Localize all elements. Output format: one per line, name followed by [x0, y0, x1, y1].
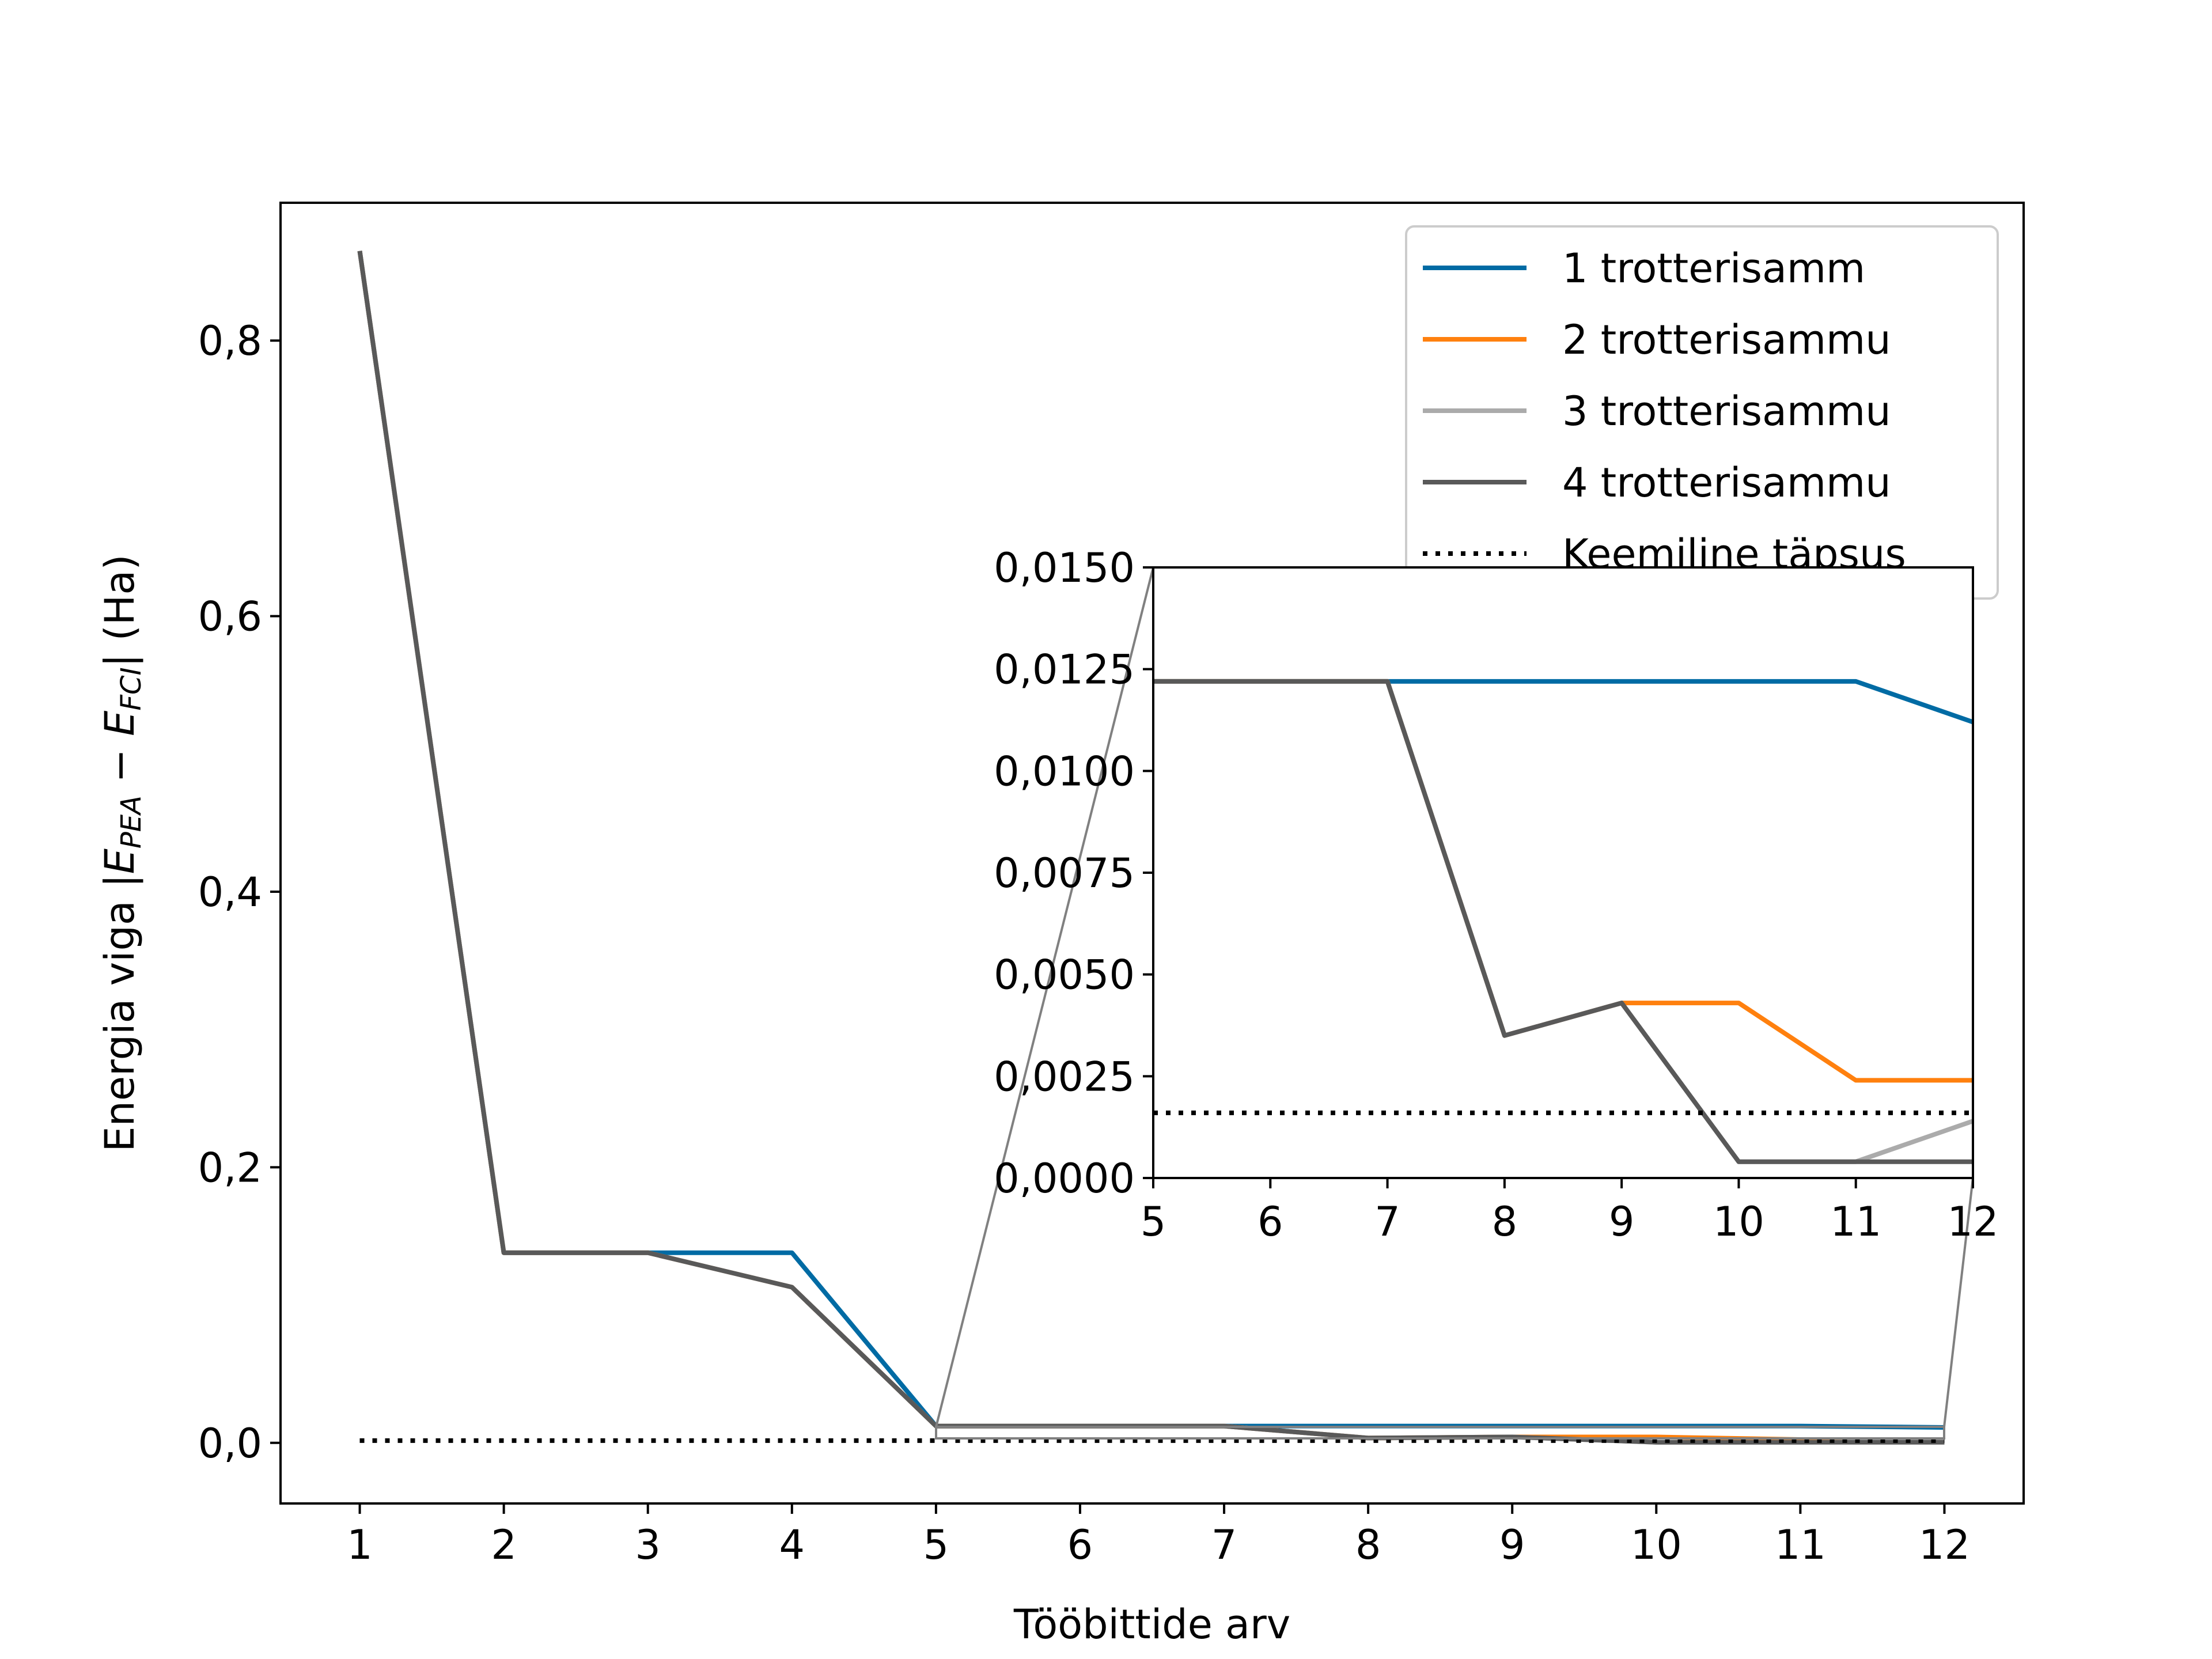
y-label-prefix: Energia viga |: [96, 874, 143, 1152]
inset-x-tick-label: 10: [1713, 1198, 1764, 1245]
main-y-ticks: 0,0 0,2 0,4 0,6 0,8: [198, 317, 281, 1467]
inset-y-tick-label: 0,0125: [994, 646, 1135, 694]
inset-connector-left: [935, 567, 1154, 1427]
y-label-sub2: FCI: [115, 667, 147, 710]
main-x-tick-label: 8: [1355, 1521, 1381, 1569]
inset-x-tick-label: 11: [1830, 1198, 1881, 1245]
legend-label-1: 1 trotterisamm: [1562, 245, 1865, 292]
x-axis-label: Tööbittide arv: [1013, 1601, 1290, 1648]
y-label-minus: −: [96, 736, 143, 796]
inset-x-ticks: 5 6 7 8 9 10 11 12: [1141, 1178, 1999, 1245]
inset-x-tick-label: 8: [1492, 1198, 1518, 1245]
main-x-tick-label: 7: [1211, 1521, 1237, 1569]
inset-connector-right: [1943, 1177, 1974, 1427]
legend-label-4: 4 trotterisammu: [1562, 459, 1891, 506]
inset-region-box: [935, 1426, 1945, 1440]
main-x-tick-label: 11: [1775, 1521, 1826, 1569]
inset-x-tick-label: 6: [1257, 1198, 1283, 1245]
inset-y-ticks: 0,0000 0,0025 0,0050 0,0075 0,0100 0,0125 0,01…: [994, 544, 1153, 1202]
legend-label-2: 2 trotterisammu: [1562, 316, 1891, 363]
main-x-ticks: 1 2 3 4 5 6 7 8 9 10 11 12: [347, 1503, 1970, 1569]
inset-x-tick-label: 12: [1947, 1198, 1998, 1245]
main-x-tick-label: 12: [1919, 1521, 1970, 1569]
main-x-tick-label: 10: [1631, 1521, 1682, 1569]
inset-series-group: [1153, 679, 1973, 1164]
main-x-tick-label: 4: [779, 1521, 805, 1569]
inset-y-tick-label: 0,0150: [994, 544, 1135, 592]
inset-x-tick-label: 9: [1609, 1198, 1635, 1245]
main-y-tick-label: 0,6: [198, 593, 262, 641]
inset-connectors: [935, 567, 1974, 1440]
inset-series-4: [1153, 679, 1973, 1164]
main-x-tick-label: 1: [347, 1521, 373, 1569]
inset-y-tick-label: 0,0000: [994, 1155, 1135, 1202]
inset-x-tick-label: 5: [1141, 1198, 1166, 1245]
y-label-sub1: PEA: [115, 796, 147, 849]
main-y-tick-label: 0,0: [198, 1420, 262, 1467]
main-x-tick-label: 9: [1499, 1521, 1525, 1569]
main-plot: 1 2 3 4 5 6 7 8 9 10 11 12 0,00,20,40,60,8 Tööbitti…: [96, 202, 2025, 1648]
legend: 1 trotterisamm 2 trotterisammu 3 trotteris…: [1405, 225, 1999, 600]
main-x-tick-label: 6: [1067, 1521, 1093, 1569]
inset-y-tick-label: 0,0025: [994, 1053, 1135, 1100]
y-label-e2: E: [96, 710, 143, 736]
main-axes-frame: [279, 202, 2025, 1505]
inset-x-tick-label: 7: [1374, 1198, 1400, 1245]
main-y-tick-label: 0,2: [198, 1144, 262, 1191]
inset-y-tick-label: 0,0075: [994, 850, 1135, 897]
legend-label-3: 3 trotterisammu: [1562, 388, 1891, 435]
main-x-tick-label: 3: [635, 1521, 661, 1569]
main-x-tick-label: 2: [491, 1521, 517, 1569]
main-x-tick-label: 5: [923, 1521, 949, 1569]
inset-y-tick-label: 0,0100: [994, 748, 1135, 795]
inset-plot: 5 6 7 8 9 10 11 12 0,0000 0,0025 0,0050 0,0075 0,01…: [994, 544, 1998, 1245]
y-label-e1: E: [96, 848, 143, 874]
y-label-suffix: | (Ha): [96, 554, 143, 667]
main-y-tick-label: 0,4: [198, 869, 262, 916]
inset-background: [1153, 567, 1973, 1178]
inset-y-tick-label: 0,0050: [994, 952, 1135, 999]
main-y-tick-label: 0,8: [198, 317, 262, 365]
y-axis-label: Energia viga |EPEA − EFCI| (Ha): [96, 554, 147, 1152]
